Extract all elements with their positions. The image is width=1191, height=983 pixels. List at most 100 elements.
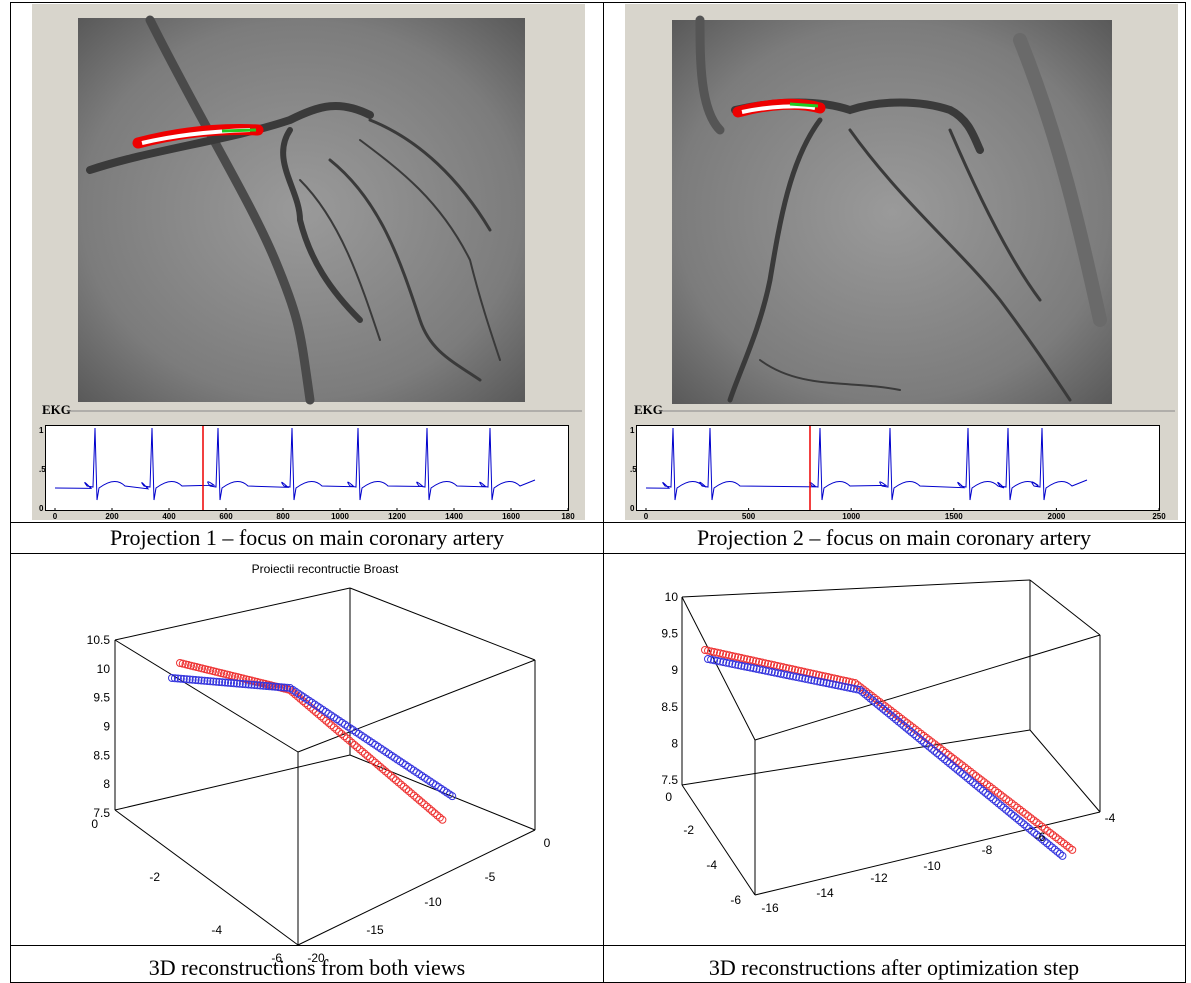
point bbox=[1068, 845, 1077, 854]
point bbox=[740, 662, 749, 671]
point bbox=[752, 657, 760, 666]
point bbox=[849, 684, 858, 693]
point bbox=[345, 736, 354, 745]
point bbox=[894, 717, 903, 726]
point bbox=[719, 649, 727, 658]
point bbox=[368, 756, 377, 765]
point bbox=[360, 749, 369, 758]
point bbox=[746, 663, 755, 672]
point bbox=[963, 774, 972, 783]
y-tick-label: -6 bbox=[1035, 830, 1046, 844]
y-tick-label: 0 bbox=[630, 504, 635, 513]
point bbox=[767, 668, 776, 677]
point bbox=[389, 774, 398, 782]
point bbox=[350, 741, 359, 749]
point bbox=[438, 815, 447, 824]
x-tick-label: 1600 bbox=[502, 512, 520, 521]
point bbox=[425, 804, 434, 813]
point bbox=[1046, 828, 1055, 837]
point bbox=[932, 749, 941, 757]
point bbox=[381, 767, 390, 776]
screenshot-2: EKG bbox=[625, 4, 1178, 520]
point bbox=[394, 778, 403, 787]
point bbox=[843, 683, 852, 692]
point bbox=[899, 721, 908, 730]
point bbox=[391, 776, 400, 785]
point bbox=[767, 660, 775, 669]
z-tick-label: 7.5 bbox=[661, 773, 678, 787]
point bbox=[1038, 822, 1046, 831]
y-tick-label: -16 bbox=[761, 901, 779, 915]
point bbox=[256, 681, 265, 690]
point bbox=[335, 727, 344, 736]
point bbox=[922, 740, 931, 749]
point bbox=[215, 678, 224, 686]
z-tick-label: 9.5 bbox=[93, 691, 110, 705]
point bbox=[761, 666, 770, 675]
point bbox=[407, 789, 416, 798]
point bbox=[235, 679, 244, 688]
point bbox=[955, 767, 964, 776]
point bbox=[879, 704, 888, 713]
point bbox=[979, 786, 987, 795]
point bbox=[1010, 801, 1019, 810]
point bbox=[1021, 809, 1030, 818]
point bbox=[707, 647, 715, 656]
point bbox=[902, 723, 911, 732]
point bbox=[973, 782, 982, 791]
point bbox=[247, 680, 256, 689]
y-tick-label: -8 bbox=[982, 843, 993, 857]
point bbox=[1007, 799, 1016, 808]
x-tick-label: 1500 bbox=[945, 512, 963, 521]
y-tick-label: .5 bbox=[39, 465, 46, 474]
point bbox=[704, 655, 712, 663]
point bbox=[719, 658, 728, 667]
point bbox=[1020, 820, 1028, 829]
point bbox=[373, 760, 382, 769]
point bbox=[886, 706, 895, 715]
point bbox=[825, 679, 834, 688]
x-tick-label: -4 bbox=[706, 858, 717, 872]
point bbox=[940, 755, 949, 764]
x-tick-label: 1200 bbox=[388, 512, 406, 521]
point bbox=[1051, 833, 1060, 842]
point bbox=[861, 690, 870, 699]
caption: 3D reconstructions after optimization st… bbox=[709, 955, 1079, 980]
point bbox=[227, 679, 235, 687]
point bbox=[989, 795, 998, 804]
point bbox=[856, 686, 864, 694]
point bbox=[991, 786, 1000, 795]
point bbox=[332, 725, 341, 734]
point bbox=[938, 753, 946, 762]
point bbox=[968, 778, 977, 787]
point bbox=[755, 665, 764, 674]
point bbox=[1032, 818, 1041, 827]
point bbox=[725, 651, 733, 660]
point bbox=[876, 702, 885, 711]
y-tick-label: 1 bbox=[39, 426, 44, 435]
point bbox=[722, 658, 731, 667]
caption: 3D reconstructions from both views bbox=[149, 955, 466, 980]
point bbox=[1057, 837, 1066, 846]
point bbox=[244, 680, 253, 689]
point bbox=[945, 759, 954, 768]
z-tick-label: 10 bbox=[97, 662, 111, 676]
point bbox=[789, 672, 798, 681]
point bbox=[271, 682, 280, 691]
point bbox=[1027, 814, 1035, 823]
point bbox=[1007, 809, 1016, 818]
x-tick-label: 2000 bbox=[1048, 512, 1066, 521]
point bbox=[971, 780, 980, 789]
point bbox=[241, 680, 250, 689]
point bbox=[1018, 807, 1027, 816]
point bbox=[274, 683, 283, 691]
point bbox=[265, 682, 274, 691]
x-tick-label: -6 bbox=[730, 893, 741, 907]
point bbox=[185, 675, 194, 684]
point bbox=[909, 730, 918, 739]
point bbox=[810, 676, 819, 685]
caption: Projection 2 – focus on main coronary ar… bbox=[697, 525, 1091, 550]
point bbox=[707, 655, 716, 664]
point bbox=[238, 680, 247, 688]
